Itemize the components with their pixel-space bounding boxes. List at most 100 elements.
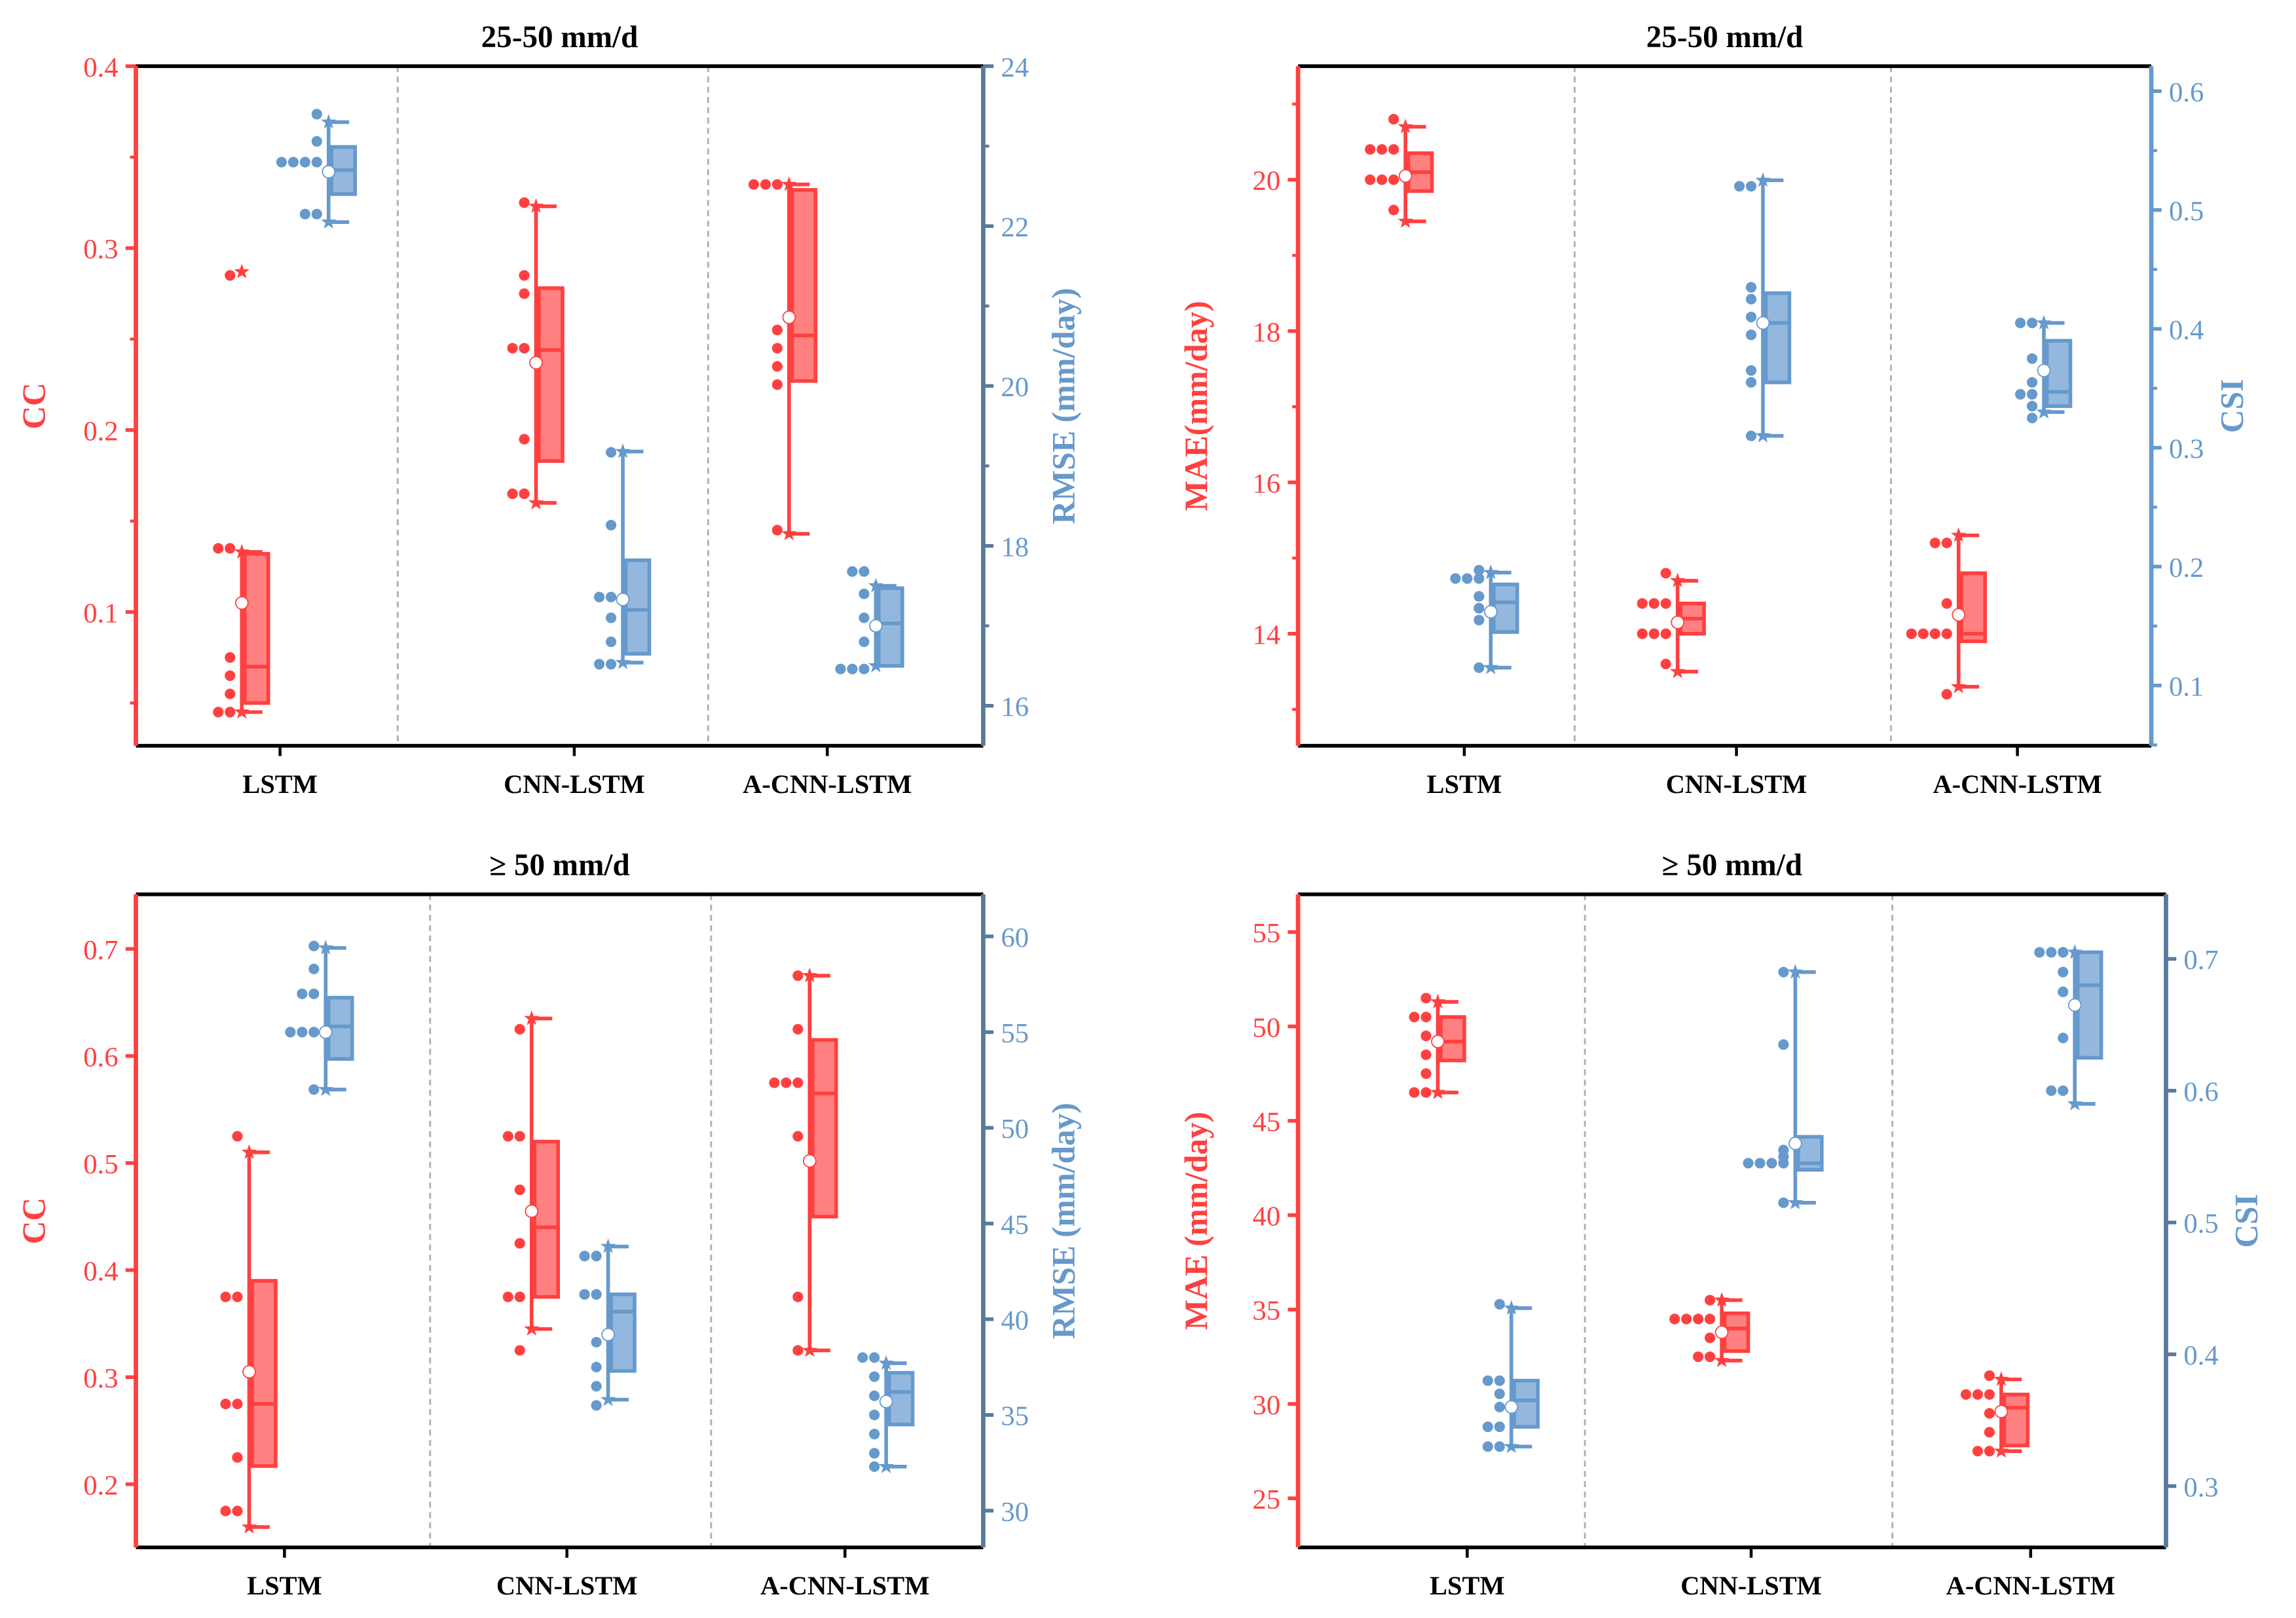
mean-marker: [529, 356, 543, 370]
mean-marker: [322, 164, 336, 179]
data-point: [308, 940, 320, 951]
data-point: [1660, 568, 1671, 579]
data-point: [2026, 401, 2038, 412]
left-tick-label: 0.2: [83, 416, 118, 447]
red-box-a-cnn-lstm: [1960, 1370, 2030, 1458]
right-tick-label: 0.1: [2169, 672, 2204, 703]
data-point: [1388, 113, 1399, 125]
left-tick-label: 50: [1253, 1012, 1281, 1043]
panel-4: ≥ 50 mm/d 25 30 35 40 45 50 55 MAE (mm/day) 0.3 0.…: [1178, 849, 2265, 1600]
data-point: [1745, 377, 1757, 388]
data-point: [311, 109, 322, 120]
data-point: [1745, 329, 1757, 340]
data-point: [792, 1345, 804, 1356]
left-tick-label: 18: [1253, 317, 1281, 348]
data-point: [1482, 1441, 1493, 1452]
box: [1492, 582, 1519, 634]
data-point: [1733, 181, 1745, 192]
right-tick-label: 45: [1001, 1209, 1029, 1240]
data-point: [1984, 1389, 1995, 1400]
data-point: [2015, 318, 2026, 329]
data-point: [1941, 689, 1952, 700]
red-box-lstm: [1365, 113, 1434, 228]
data-point: [507, 342, 518, 354]
data-point: [579, 1289, 590, 1300]
data-point: [1420, 1030, 1432, 1042]
data-point: [1705, 1333, 1716, 1344]
data-point: [859, 588, 870, 600]
data-point: [859, 612, 870, 623]
outlier-star: [1714, 1352, 1730, 1367]
outlier-star: [600, 1238, 616, 1253]
data-point: [514, 1184, 525, 1196]
right-tick-label: 0.5: [2169, 196, 2204, 227]
data-point: [1473, 591, 1485, 602]
data-point: [514, 1023, 525, 1035]
mean-marker: [1714, 1325, 1729, 1339]
box: [811, 1038, 838, 1219]
left-tick-label: 0.3: [83, 234, 118, 265]
data-point: [1648, 628, 1659, 639]
box: [1439, 1015, 1466, 1063]
blue-box-a-cnn-lstm: [2015, 314, 2073, 424]
right-axis-title: RMSE (mm/day): [1046, 1103, 1082, 1339]
outlier-star: [241, 1144, 257, 1159]
x-tick-label: CNN-LSTM: [1666, 769, 1807, 799]
red-box-cnn-lstm: [502, 1010, 561, 1356]
outlier-star: [524, 1321, 540, 1336]
panel-3: ≥ 50 mm/d 0.2 0.3 0.4 0.5 0.6 0.7 CC 30 35 40 45 50 5…: [16, 849, 1081, 1600]
data-point: [771, 524, 783, 536]
data-point: [2026, 377, 2038, 388]
data-point: [308, 988, 320, 999]
data-point: [847, 663, 858, 674]
left-tick-label: 16: [1253, 468, 1281, 499]
data-point: [605, 447, 617, 458]
data-point: [1494, 1441, 1505, 1452]
outlier-star: [1483, 659, 1499, 674]
outlier-star: [528, 494, 544, 509]
data-point: [2046, 1085, 2057, 1096]
data-point: [1420, 1087, 1432, 1098]
data-point: [2026, 413, 2038, 424]
data-point: [1984, 1370, 1995, 1381]
box: [242, 551, 270, 705]
outlier-star: [2036, 314, 2052, 330]
box: [1512, 1378, 1540, 1429]
data-point: [605, 612, 617, 623]
data-point: [220, 1291, 231, 1302]
outlier-star: [2067, 944, 2083, 959]
outlier-star: [1993, 1371, 2009, 1386]
data-point: [225, 543, 236, 554]
outlier-star: [1787, 1194, 1804, 1209]
left-tick-label: 55: [1253, 918, 1281, 949]
data-point: [514, 1345, 525, 1356]
blue-box-cnn-lstm: [1743, 964, 1824, 1209]
data-point: [1705, 1351, 1716, 1363]
right-tick-label: 0.2: [2169, 553, 2204, 583]
data-point: [1745, 293, 1757, 304]
outlier-star: [615, 654, 631, 669]
data-point: [1745, 181, 1757, 192]
mean-marker: [1994, 1405, 2009, 1418]
x-tick-label: CNN-LSTM: [496, 1571, 638, 1600]
data-point: [1409, 1012, 1420, 1023]
data-point: [519, 288, 530, 299]
data-point: [232, 1398, 243, 1410]
data-point: [792, 1291, 804, 1302]
data-point: [1660, 628, 1671, 639]
data-point: [1960, 1389, 1972, 1400]
outlier-star: [321, 213, 337, 229]
data-point: [1778, 1197, 1789, 1208]
data-point: [1420, 993, 1432, 1004]
outlier-star: [524, 1010, 540, 1025]
data-point: [591, 1289, 602, 1300]
right-tick-label: 20: [1001, 372, 1029, 403]
data-point: [760, 179, 771, 190]
data-point: [1450, 573, 1461, 584]
mean-marker: [1484, 604, 1498, 619]
data-point: [1669, 1314, 1680, 1325]
left-tick-label: 30: [1253, 1390, 1281, 1421]
right-tick-label: 30: [1001, 1497, 1029, 1528]
mean-marker: [1671, 616, 1685, 629]
data-point: [308, 1027, 320, 1038]
